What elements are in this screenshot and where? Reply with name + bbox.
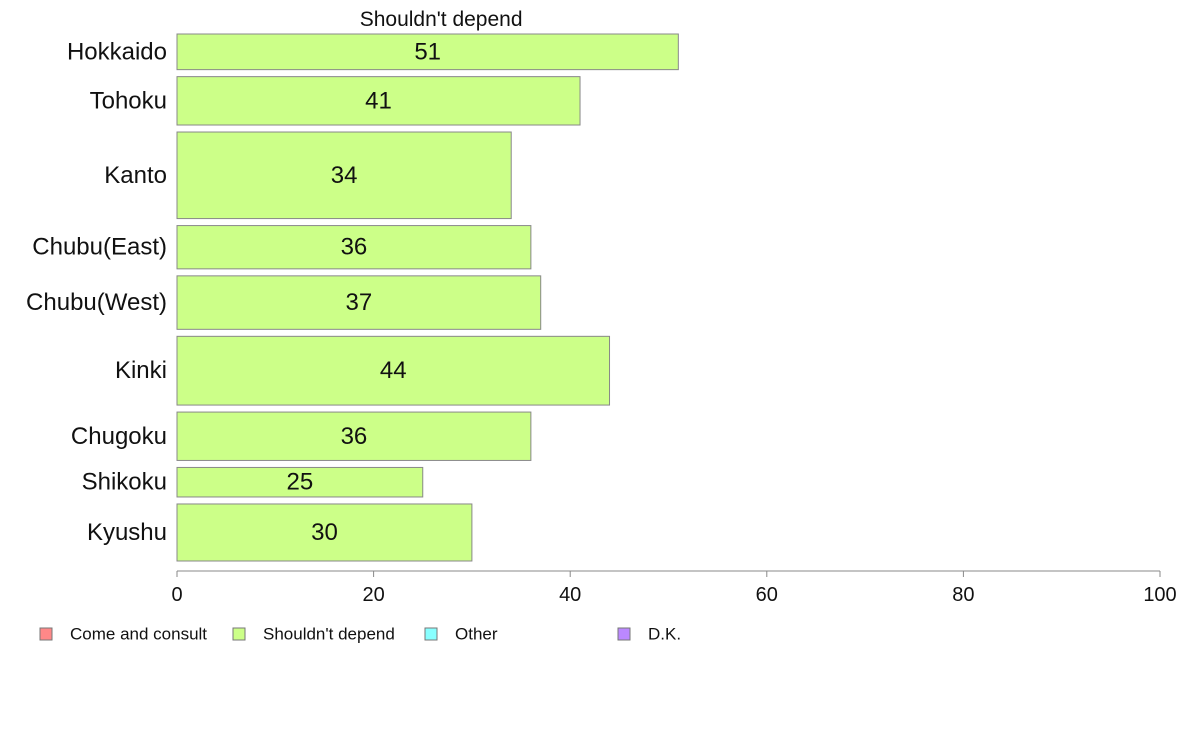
bar-kinki [176, 335, 611, 406]
legend: Come and consult Shouldn't depend Other D.K… [39, 625, 681, 644]
category-label: Kyushu [87, 519, 167, 546]
x-tick-label: 20 [362, 584, 384, 606]
legend-swatch [39, 627, 53, 641]
bar-chubu-west [176, 275, 542, 330]
legend-label: Other [455, 625, 498, 644]
bar-chugoku [176, 411, 532, 461]
category-label: Hokkaido [67, 38, 167, 65]
category-label: Kinki [115, 357, 167, 384]
category-label: Chubu(West) [26, 289, 167, 316]
category-label: Kanto [104, 162, 167, 189]
bar-value-label: 25 [287, 469, 314, 496]
bar-kyushu [176, 503, 473, 562]
category-label: Chubu(East) [32, 234, 167, 261]
legend-swatch [232, 627, 246, 641]
x-tick-label: 0 [171, 584, 182, 606]
legend-label: Come and consult [70, 625, 207, 644]
bar-value-label: 37 [346, 289, 373, 316]
x-tick-label: 60 [756, 584, 778, 606]
bar-value-label: 30 [311, 519, 338, 546]
chart-title: Shouldn't depend [360, 8, 523, 31]
bar-value-label: 44 [380, 357, 407, 384]
bar-value-label: 34 [331, 162, 358, 189]
legend-label: Shouldn't depend [263, 625, 395, 644]
bar-hokkaido [176, 33, 679, 71]
bar-value-label: 36 [341, 234, 368, 261]
category-label: Shikoku [82, 469, 167, 496]
bar-shikoku [176, 466, 424, 498]
x-axis: 0 20 40 60 80 100 [171, 570, 1177, 606]
bar-tohoku [176, 76, 581, 126]
bars-group: Hokkaido 51 Tohoku 41 Kanto 34 Chubu(East) 36 Ch… [26, 33, 679, 562]
bar-value-label: 41 [365, 87, 392, 114]
legend-swatch [424, 627, 438, 641]
legend-swatch [617, 627, 631, 641]
category-label: Tohoku [90, 87, 167, 114]
x-tick-label: 100 [1143, 584, 1176, 606]
bar-value-label: 51 [414, 38, 441, 65]
bar-value-label: 36 [341, 423, 368, 450]
category-label: Chugoku [71, 423, 167, 450]
x-tick-label: 80 [952, 584, 974, 606]
legend-label: D.K. [648, 625, 681, 644]
bar-chubu-east [176, 225, 532, 270]
bar-kanto [176, 131, 512, 220]
x-tick-label: 40 [559, 584, 581, 606]
